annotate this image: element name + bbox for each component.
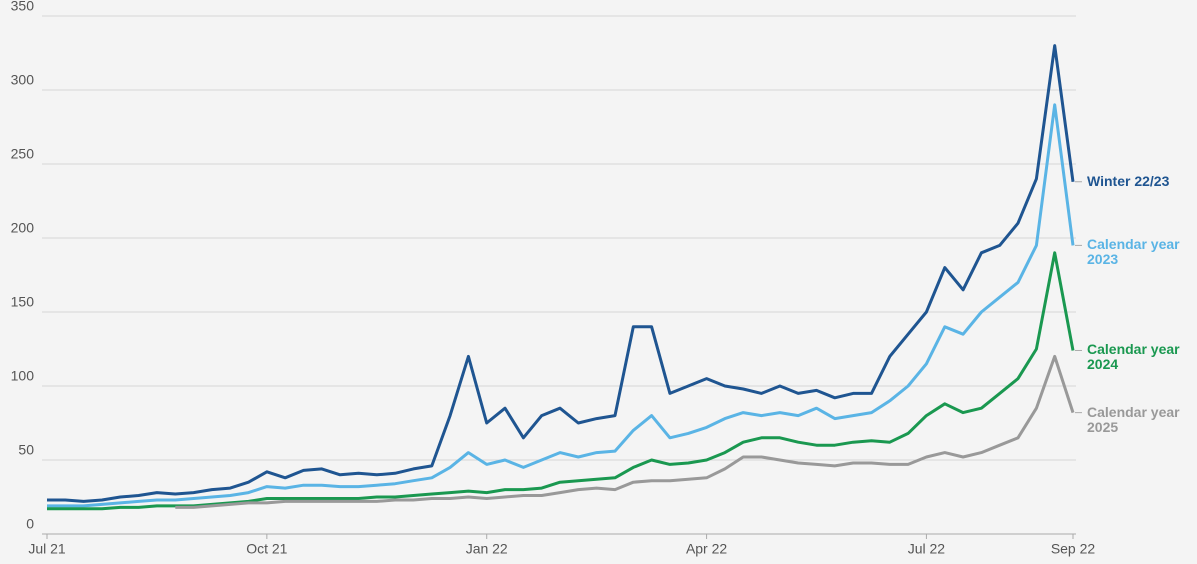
y-tick-label: 350 — [11, 0, 35, 14]
x-tick-label: Jul 21 — [28, 541, 66, 557]
series-label: Calendar year 2023 — [1087, 236, 1180, 268]
y-tick-label: 300 — [11, 72, 35, 88]
x-tick-label: Jul 22 — [908, 541, 946, 557]
series-label: Winter 22/23 — [1087, 172, 1170, 189]
x-tick-label: Jan 22 — [466, 541, 508, 557]
series-line — [175, 354, 1075, 509]
y-tick-label: 0 — [26, 516, 34, 532]
series-line — [47, 103, 1075, 508]
x-tick-label: Sep 22 — [1051, 541, 1096, 557]
y-tick-label: 200 — [11, 220, 35, 236]
y-tick-label: 250 — [11, 146, 35, 162]
x-tick-label: Oct 21 — [246, 541, 287, 557]
x-tick-label: Apr 22 — [686, 541, 727, 557]
series-line — [47, 44, 1075, 503]
y-tick-label: 50 — [18, 442, 34, 458]
series-label: Calendar year 2025 — [1087, 403, 1180, 435]
series-label: Calendar year 2024 — [1087, 341, 1180, 373]
y-tick-label: 150 — [11, 294, 35, 310]
y-tick-label: 100 — [11, 368, 35, 384]
series-line — [47, 251, 1075, 511]
